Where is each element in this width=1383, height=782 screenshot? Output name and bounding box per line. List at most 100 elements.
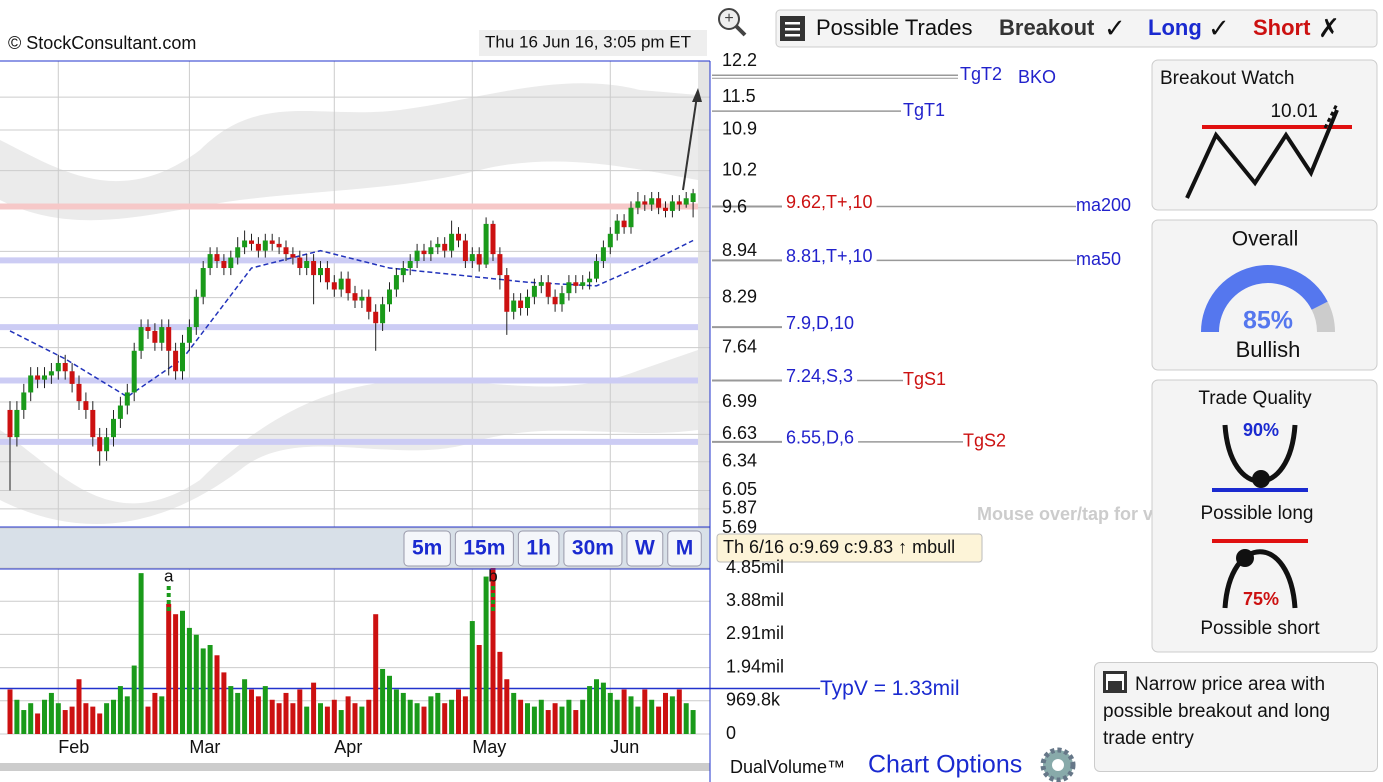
volume-bar [580, 699, 586, 734]
candle-body [663, 207, 668, 211]
candle-body [83, 401, 89, 410]
candle-body [207, 254, 213, 269]
button-bg[interactable] [667, 530, 702, 567]
candle-body [552, 296, 558, 305]
candle-body [387, 289, 392, 305]
level-tag: TgS2 [963, 431, 1006, 451]
button-label[interactable]: M [676, 537, 694, 560]
timestamp: Thu 16 Jun 16, 3:05 pm ET [485, 32, 691, 51]
volume-bar [469, 621, 475, 734]
candle-body [193, 296, 199, 328]
candle-body [393, 275, 399, 290]
breakout-zigzag [1185, 109, 1339, 199]
button-label[interactable]: 1h [526, 537, 551, 560]
candle-body [504, 275, 510, 312]
volume-bar [124, 696, 130, 734]
candle-body [559, 293, 565, 305]
menu-icon[interactable] [780, 16, 805, 41]
volume-bar [55, 703, 61, 734]
short-ball [1236, 549, 1254, 567]
candle-body [180, 342, 185, 372]
button-bg[interactable] [563, 530, 623, 567]
candle-body [573, 282, 579, 286]
volume-bar [435, 692, 441, 734]
candle-body [421, 250, 427, 255]
chart-options[interactable]: Chart Options [868, 751, 1022, 779]
timeframe-button[interactable]: W [626, 530, 664, 567]
volume-bar [449, 699, 455, 734]
candle-body [511, 300, 517, 312]
volume-bar [345, 696, 351, 734]
svg-text:+: + [724, 10, 733, 27]
candle-body [283, 247, 289, 255]
volume-bar [621, 689, 627, 734]
candle-body [262, 240, 268, 251]
volume-bar [545, 710, 551, 734]
volume-bar [525, 703, 530, 734]
candle-body [331, 282, 337, 290]
gear-icon[interactable] [1040, 747, 1076, 782]
breakout-label: Breakout [999, 15, 1095, 40]
button-label[interactable]: 30m [572, 537, 614, 560]
level-tag: TgS1 [903, 369, 946, 389]
timeframe-button[interactable]: 5m [403, 530, 451, 567]
dual-volume: DualVolume™ [730, 757, 845, 777]
volume-bar [587, 686, 593, 734]
volume-bar [276, 703, 282, 734]
timeframe-button[interactable]: 1h [517, 530, 560, 567]
volume-bar [442, 703, 448, 734]
volume-bar [62, 710, 68, 734]
level-label: 6.55,D,6 [786, 428, 854, 448]
y-tick-label: 6.05 [722, 479, 757, 499]
button-bg[interactable] [517, 530, 560, 567]
volume-bar [366, 699, 372, 734]
volume-bar [290, 703, 296, 734]
volume-bar [359, 706, 365, 734]
candle-body [607, 233, 613, 248]
volume-bar [414, 703, 420, 734]
trades-box [775, 9, 1378, 48]
button-label[interactable]: 15m [463, 537, 505, 560]
timeframe-button[interactable]: 30m [563, 530, 623, 567]
candle-body [649, 198, 655, 205]
button-bg[interactable] [626, 530, 664, 567]
volume-bar [628, 696, 634, 734]
candle-body [111, 418, 116, 438]
candle-body [311, 261, 317, 276]
long-label: Long [1148, 15, 1202, 40]
volume-bar [21, 710, 27, 734]
volume-bar [166, 603, 172, 734]
candle-body [525, 296, 530, 309]
button-label[interactable]: W [635, 537, 655, 560]
zoom-icon[interactable]: + [718, 8, 747, 37]
timeframe-button[interactable]: 15m [454, 530, 514, 567]
timeframe-button[interactable]: M [667, 530, 702, 567]
button-bg[interactable] [454, 530, 514, 567]
long-text: Possible long [1200, 503, 1313, 524]
button-label[interactable]: 5m [412, 537, 442, 560]
candle-body [656, 198, 662, 208]
candle-body [628, 207, 634, 228]
long-quality: 90% [1243, 420, 1279, 440]
candle-body [545, 282, 551, 297]
volume-bar [35, 713, 41, 734]
volume-bar [518, 699, 524, 734]
ma50-line [9, 239, 694, 398]
breakout-dash [1323, 103, 1339, 129]
volume-bar [69, 706, 75, 734]
candle-body [566, 282, 572, 294]
x-tick-label: May [472, 737, 506, 757]
target-label: TgT2 [960, 64, 1002, 84]
candle-body [621, 220, 627, 228]
volume-bar [559, 706, 565, 734]
candle-body [469, 254, 475, 262]
tooltip-box [716, 533, 983, 563]
arrow [682, 95, 698, 191]
candle-body [642, 201, 648, 205]
candle-body [345, 278, 351, 294]
volume-bar [594, 679, 599, 734]
volume-bar [338, 710, 344, 734]
button-bg[interactable] [403, 530, 451, 567]
volume-bar [97, 713, 103, 734]
